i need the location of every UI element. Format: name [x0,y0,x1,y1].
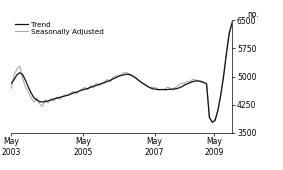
Y-axis label: no.: no. [248,10,259,19]
Legend: Trend, Seasonally Adjusted: Trend, Seasonally Adjusted [15,22,104,35]
